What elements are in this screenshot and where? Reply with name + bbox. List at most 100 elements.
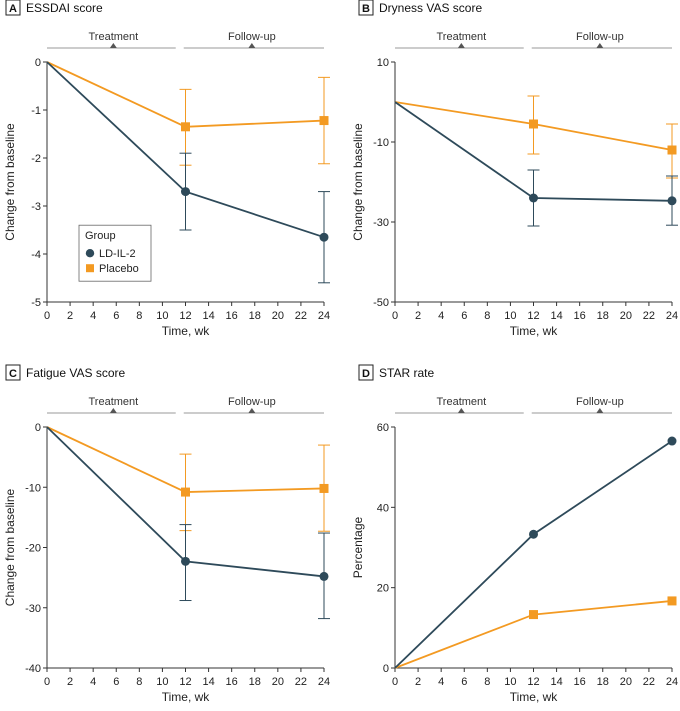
x-tick-label: 12: [179, 310, 191, 322]
panel-c: C Fatigue VAS score Treatment Follow-up 0 -10…: [3, 364, 330, 704]
followup-marker-icon: [248, 408, 256, 413]
x-tick-label: 8: [136, 676, 142, 688]
ld-il-2-point: [529, 529, 538, 539]
x-tick-label: 10: [156, 676, 168, 688]
panel-letter: B: [362, 3, 370, 15]
placebo-point: [667, 145, 677, 155]
y-tick-label: -5: [31, 297, 41, 309]
panel-letter-box: [358, 364, 374, 381]
x-tick-label: 22: [295, 676, 307, 688]
followup-label: Follow-up: [228, 396, 276, 408]
x-tick-label: 16: [226, 310, 238, 322]
panel-letter: D: [362, 368, 370, 380]
treatment-label: Treatment: [88, 31, 138, 43]
x-axis-title: Time, wk: [510, 690, 559, 704]
x-tick-label: 24: [666, 676, 678, 688]
placebo-point: [529, 610, 538, 620]
x-tick-label: 18: [249, 676, 261, 688]
y-tick-label: 40: [377, 502, 389, 514]
panel-title: Fatigue VAS score: [26, 366, 125, 380]
x-tick-label: 6: [461, 676, 467, 688]
y-tick-label: 60: [377, 422, 389, 434]
x-tick-label: 16: [226, 676, 238, 688]
y-axis-title: Change from baseline: [3, 123, 17, 241]
x-tick-label: 20: [272, 676, 284, 688]
treatment-marker-icon: [457, 408, 465, 413]
y-axis-title: Change from baseline: [3, 488, 17, 606]
treatment-marker-icon: [457, 43, 465, 48]
followup-label: Follow-up: [228, 31, 276, 43]
x-tick-label: 4: [438, 676, 444, 688]
x-tick-label: 18: [597, 676, 609, 688]
x-tick-label: 12: [179, 676, 191, 688]
x-tick-label: 0: [392, 676, 398, 688]
placebo-point: [181, 487, 190, 497]
x-tick-label: 6: [461, 310, 467, 322]
x-tick-label: 6: [113, 310, 119, 322]
x-tick-label: 24: [666, 310, 678, 322]
y-tick-label: -3: [31, 201, 41, 213]
x-tick-label: 2: [67, 676, 73, 688]
y-tick-label: 0: [35, 57, 41, 69]
ld-il-2-point: [319, 571, 329, 581]
x-tick-label: 20: [272, 310, 284, 322]
x-tick-label: 14: [202, 676, 214, 688]
placebo-point: [319, 483, 329, 493]
y-tick-label: -30: [25, 603, 41, 615]
x-tick-label: 12: [527, 310, 539, 322]
treatment-marker-icon: [109, 408, 117, 413]
x-tick-label: 16: [574, 676, 586, 688]
legend-label-ld-il-2: LD-IL-2: [99, 248, 136, 260]
followup-label: Follow-up: [576, 396, 624, 408]
followup-marker-icon: [248, 43, 256, 48]
x-tick-label: 20: [620, 676, 632, 688]
panel-a: A ESSDAI score Treatment Follow-up 0 -1 -2 -3 -4…: [3, 0, 330, 338]
legend-label-placebo: Placebo: [99, 263, 139, 275]
followup-marker-icon: [596, 43, 604, 48]
followup-label: Follow-up: [576, 31, 624, 43]
y-tick-label: -10: [25, 482, 41, 494]
x-axis-title: Time, wk: [510, 324, 559, 338]
y-tick-label: 0: [383, 663, 389, 675]
y-axis-title: Change from baseline: [351, 123, 365, 241]
x-tick-label: 10: [504, 676, 516, 688]
y-tick-label: -40: [25, 663, 41, 675]
y-tick-label: -4: [31, 249, 41, 261]
ld-il-2-point: [529, 193, 538, 203]
treatment-marker-icon: [109, 43, 117, 48]
x-tick-label: 2: [67, 310, 73, 322]
panel-letter-box: [358, 0, 374, 16]
x-tick-label: 4: [438, 310, 444, 322]
followup-marker-icon: [596, 408, 604, 413]
x-tick-label: 2: [415, 310, 421, 322]
x-tick-label: 10: [504, 310, 516, 322]
y-tick-label: -2: [31, 153, 41, 165]
y-axis-title: Percentage: [351, 516, 365, 578]
legend-title: Group: [85, 230, 116, 242]
ld-il-2-circle-icon: [85, 249, 95, 258]
x-tick-label: 8: [484, 676, 490, 688]
y-tick-label: 10: [377, 57, 389, 69]
treatment-label: Treatment: [88, 396, 138, 408]
panel-title: STAR rate: [379, 366, 434, 380]
ld-il-2-point: [667, 436, 677, 446]
x-tick-label: 8: [136, 310, 142, 322]
x-tick-label: 2: [415, 676, 421, 688]
treatment-label: Treatment: [436, 31, 486, 43]
x-tick-label: 22: [295, 310, 307, 322]
x-tick-label: 18: [249, 310, 261, 322]
x-tick-label: 10: [156, 310, 168, 322]
ld-il-2-point: [181, 187, 190, 197]
placebo-point: [667, 596, 677, 606]
legend: Group LD-IL-2 Placebo: [78, 224, 152, 282]
panel-letter-box: [5, 364, 21, 381]
x-tick-label: 24: [318, 310, 330, 322]
placebo-point: [319, 116, 329, 126]
x-tick-label: 16: [574, 310, 586, 322]
x-tick-label: 8: [484, 310, 490, 322]
x-tick-label: 0: [44, 310, 50, 322]
y-tick-label: -20: [25, 543, 41, 555]
x-tick-label: 14: [550, 310, 562, 322]
